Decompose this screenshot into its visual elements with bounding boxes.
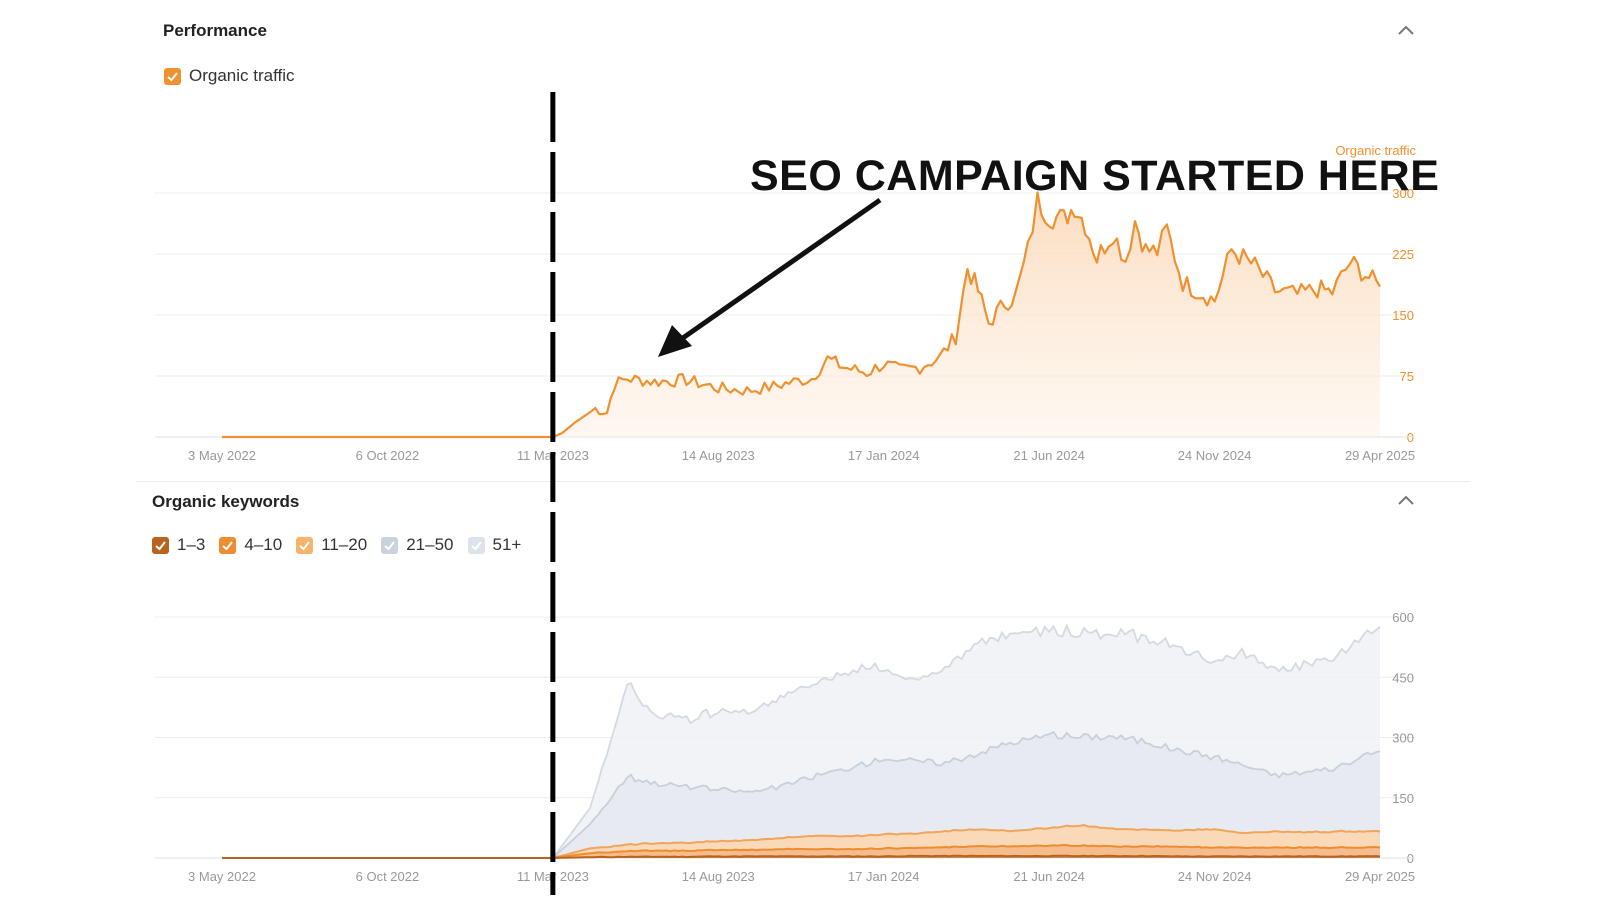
- performance-legend: Organic traffic: [164, 66, 295, 86]
- y-tick-label: 300: [1392, 731, 1414, 746]
- annotation-arrow-head: [658, 325, 692, 357]
- y-tick-label: 450: [1392, 670, 1414, 685]
- y-tick-label: 600: [1392, 610, 1414, 625]
- x-tick-label: 17 Jan 2024: [848, 869, 920, 884]
- x-tick-label: 24 Nov 2024: [1178, 869, 1252, 884]
- y-tick-label: 150: [1392, 791, 1414, 806]
- check-icon[interactable]: [152, 536, 169, 554]
- check-icon[interactable]: [164, 67, 181, 85]
- legend-label: 21–50: [406, 535, 454, 554]
- legend-label: 51+: [492, 535, 522, 554]
- y-axis-unit-label: Organic traffic: [1335, 143, 1416, 158]
- legend-item-1-3[interactable]: 1–3: [152, 535, 205, 555]
- x-tick-label: 29 Apr 2025: [1345, 448, 1415, 463]
- annotation-arrow-shaft: [678, 197, 882, 343]
- legend-item-21-50[interactable]: 21–50: [381, 535, 454, 555]
- x-tick-label: 6 Oct 2022: [356, 448, 420, 463]
- legend-item-4-10[interactable]: 4–10: [219, 535, 282, 555]
- annotation-overlay: [550, 92, 882, 895]
- check-icon[interactable]: [296, 536, 314, 554]
- legend-label: Organic traffic: [189, 66, 295, 85]
- series-area-11–20: [222, 825, 1380, 858]
- series-area-51+: [222, 625, 1380, 858]
- organic-traffic-line: [222, 191, 1381, 439]
- check-icon[interactable]: [381, 536, 399, 554]
- legend-label: 4–10: [244, 535, 283, 554]
- x-tick-label: 14 Aug 2023: [682, 448, 755, 463]
- check-icon[interactable]: [467, 536, 485, 554]
- x-tick-label: 21 Jun 2024: [1013, 869, 1085, 884]
- organic-keywords-title: Organic keywords: [152, 492, 300, 511]
- x-tick-label: 29 Apr 2025: [1345, 869, 1415, 884]
- x-tick-label: 17 Jan 2024: [848, 448, 920, 463]
- keywords-legend: 1–3 4–10 11–20 21–50 51+: [152, 535, 521, 555]
- chevron-up-icon[interactable]: [1397, 24, 1415, 36]
- series-line-1–3: [222, 854, 1381, 859]
- check-icon[interactable]: [219, 536, 237, 554]
- x-tick-label: 3 May 2022: [188, 869, 256, 884]
- section-divider: [136, 481, 1470, 482]
- series-area-4–10: [222, 845, 1380, 858]
- legend-item-51-plus[interactable]: 51+: [467, 535, 522, 555]
- y-tick-label: 225: [1392, 247, 1414, 262]
- performance-title: Performance: [163, 21, 267, 40]
- x-tick-label: 6 Oct 2022: [356, 869, 420, 884]
- y-tick-label: 300: [1392, 186, 1414, 201]
- organic-traffic-area: [222, 192, 1380, 437]
- legend-label: 11–20: [321, 535, 368, 554]
- y-tick-label: 75: [1400, 369, 1414, 384]
- legend-label: 1–3: [177, 535, 206, 554]
- legend-item-11-20[interactable]: 11–20: [296, 535, 367, 555]
- x-tick-label: 24 Nov 2024: [1178, 448, 1252, 463]
- x-tick-label: 14 Aug 2023: [682, 869, 755, 884]
- x-tick-label: 3 May 2022: [188, 448, 256, 463]
- x-tick-label: 21 Jun 2024: [1013, 448, 1085, 463]
- annotation-text: SEO CAMPAIGN STARTED HERE: [750, 152, 1440, 200]
- y-tick-label: 150: [1392, 308, 1414, 323]
- chevron-up-icon[interactable]: [1397, 494, 1415, 506]
- legend-item-organic-traffic[interactable]: Organic traffic: [164, 66, 295, 86]
